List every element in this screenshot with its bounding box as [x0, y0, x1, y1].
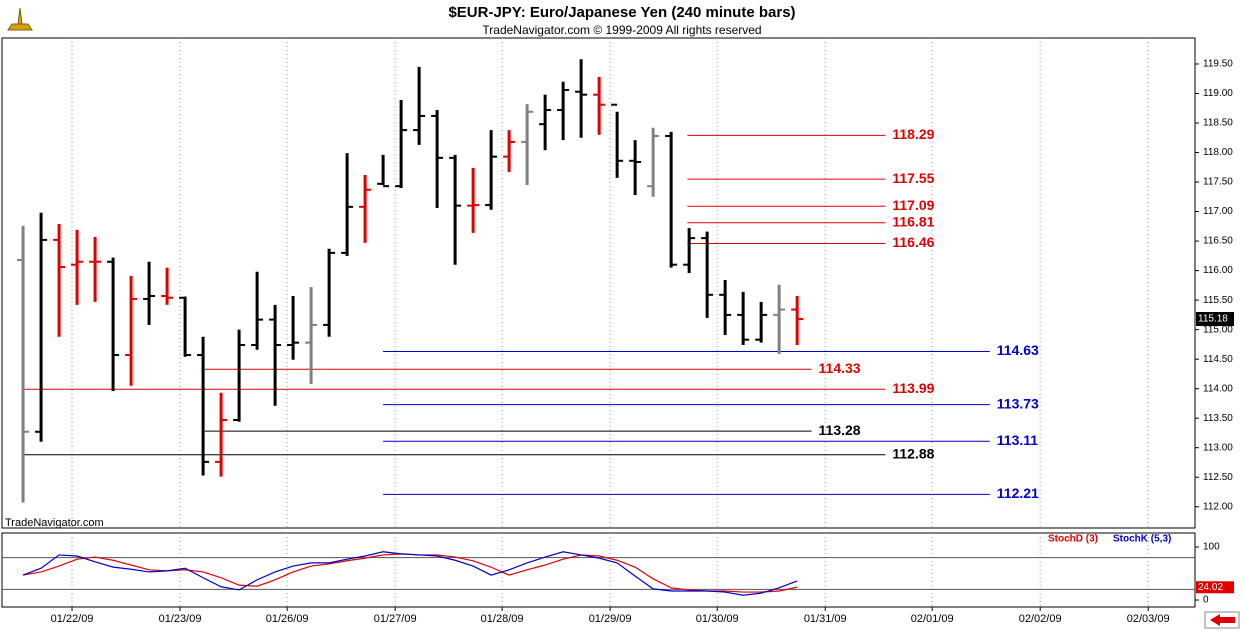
legend-entry: StochD (3) [1048, 534, 1098, 545]
last-value-box [1196, 581, 1234, 594]
y-tick-label: 118.00 [1203, 147, 1233, 158]
last-price-label: 115.18 [1198, 314, 1228, 325]
level-label: 113.73 [997, 395, 1039, 411]
legend-entry: StochK (5,3) [1113, 534, 1171, 545]
level-label: 114.63 [997, 342, 1039, 358]
y-tick-label: 113.00 [1203, 442, 1233, 453]
y-tick-label: 0 [1203, 595, 1209, 606]
y-tick-label: 112.00 [1203, 501, 1233, 512]
y-tick-label: 100 [1203, 542, 1220, 553]
x-tick-label: 02/02/09 [1019, 613, 1062, 625]
y-tick-label: 114.00 [1203, 383, 1233, 394]
y-tick-label: 114.50 [1203, 354, 1233, 365]
x-tick-label: 01/26/09 [266, 613, 309, 625]
x-tick-label: 01/22/09 [51, 613, 94, 625]
y-tick-label: 116.50 [1203, 236, 1233, 247]
x-tick-label: 01/23/09 [159, 613, 202, 625]
level-label: 118.29 [892, 126, 934, 142]
y-tick-label: 116.00 [1203, 265, 1233, 276]
nav-arrow-icon[interactable] [1210, 614, 1235, 626]
last-value-label: 24.02 [1198, 582, 1223, 593]
y-tick-label: 119.00 [1203, 88, 1233, 99]
chart-title: $EUR-JPY: Euro/Japanese Yen (240 minute … [448, 4, 795, 21]
y-tick-label: 115.50 [1203, 295, 1233, 306]
y-tick-label: 112.50 [1203, 472, 1233, 483]
last-price-box [1196, 312, 1234, 327]
y-tick-label: 118.50 [1203, 118, 1233, 129]
x-tick-label: 01/27/09 [374, 613, 417, 625]
level-label: 117.55 [892, 170, 934, 186]
nav-arrow[interactable] [1204, 611, 1240, 629]
y-tick-label: 117.50 [1203, 177, 1233, 188]
level-label: 116.81 [892, 213, 934, 229]
level-label: 112.21 [997, 485, 1039, 501]
x-tick-label: 02/01/09 [911, 613, 954, 625]
y-tick-label: 115.00 [1203, 324, 1233, 335]
x-tick-label: 02/03/09 [1127, 613, 1170, 625]
level-label: 112.88 [892, 445, 934, 461]
chart-subtitle: TradeNavigator.com © 1999-2009 All right… [482, 23, 761, 37]
y-tick-label: 113.50 [1203, 413, 1233, 424]
x-tick-label: 01/30/09 [696, 613, 739, 625]
x-tick-label: 01/31/09 [804, 613, 847, 625]
main-frame [1, 37, 1196, 529]
logo [7, 7, 33, 31]
stoch-frame [1, 532, 1196, 608]
level-label: 113.99 [892, 380, 934, 396]
level-label: 116.46 [892, 234, 934, 250]
y-tick-label: 119.50 [1203, 59, 1233, 70]
y-tick-label: 117.00 [1203, 206, 1233, 217]
x-tick-label: 01/28/09 [481, 613, 524, 625]
level-label: 113.11 [997, 432, 1038, 448]
level-label: 113.28 [819, 422, 861, 438]
watermark: TradeNavigator.com [5, 517, 104, 529]
level-label: 117.09 [892, 197, 934, 213]
x-tick-label: 01/29/09 [589, 613, 632, 625]
stoch-line [22, 551, 798, 596]
level-label: 114.33 [819, 360, 861, 376]
